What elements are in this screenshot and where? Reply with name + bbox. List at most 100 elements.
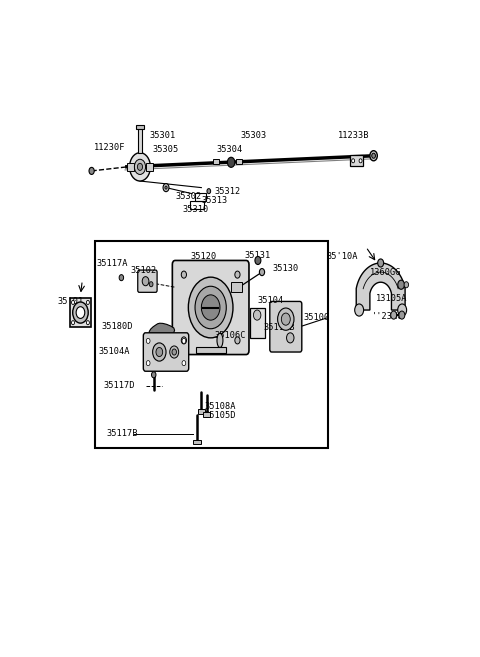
Circle shape	[170, 346, 179, 358]
Circle shape	[165, 186, 167, 189]
Circle shape	[277, 308, 294, 330]
Text: 35100: 35100	[304, 313, 330, 322]
Circle shape	[156, 348, 163, 357]
Bar	[190, 201, 204, 210]
Circle shape	[195, 286, 226, 328]
Circle shape	[228, 157, 235, 168]
Circle shape	[119, 275, 124, 281]
Circle shape	[188, 277, 233, 338]
Circle shape	[137, 164, 143, 170]
Circle shape	[72, 302, 88, 323]
Text: 35106C: 35106C	[215, 331, 246, 340]
Circle shape	[398, 280, 405, 289]
Circle shape	[235, 337, 240, 344]
Circle shape	[181, 271, 186, 278]
Text: 35131: 35131	[244, 252, 270, 260]
Circle shape	[372, 153, 375, 158]
Circle shape	[404, 282, 408, 288]
Circle shape	[235, 271, 240, 278]
Circle shape	[72, 300, 74, 304]
Bar	[193, 440, 201, 444]
Polygon shape	[149, 323, 175, 337]
Circle shape	[86, 300, 89, 304]
Bar	[203, 412, 210, 417]
Text: 35120: 35120	[190, 252, 216, 261]
Circle shape	[359, 159, 362, 163]
Bar	[196, 347, 226, 353]
Circle shape	[370, 150, 377, 161]
FancyBboxPatch shape	[172, 260, 249, 355]
Circle shape	[86, 321, 89, 325]
Bar	[96, 240, 328, 448]
Circle shape	[142, 277, 149, 286]
Circle shape	[134, 159, 145, 175]
Bar	[195, 193, 206, 201]
Text: 35130: 35130	[272, 263, 298, 273]
Text: 13105A: 13105A	[375, 294, 407, 303]
Text: 35110B: 35110B	[264, 323, 295, 332]
Circle shape	[202, 295, 220, 320]
Circle shape	[89, 168, 94, 175]
Bar	[136, 125, 144, 129]
Bar	[236, 159, 241, 164]
Circle shape	[76, 307, 85, 319]
Text: 35305: 35305	[153, 145, 179, 154]
Bar	[127, 163, 134, 171]
FancyBboxPatch shape	[138, 270, 157, 292]
Text: 35105D: 35105D	[204, 411, 236, 420]
Circle shape	[146, 361, 150, 366]
Polygon shape	[356, 263, 405, 310]
Text: 35313: 35313	[202, 196, 228, 205]
Circle shape	[153, 343, 166, 361]
Text: 35117A: 35117A	[96, 260, 128, 269]
Bar	[213, 159, 219, 164]
Bar	[250, 307, 264, 338]
Text: 1360GG: 1360GG	[370, 267, 401, 277]
Circle shape	[149, 282, 153, 286]
Text: ''23HG: ''23HG	[372, 312, 403, 321]
Circle shape	[287, 333, 294, 343]
Circle shape	[181, 337, 186, 344]
Bar	[350, 155, 363, 166]
Bar	[198, 409, 204, 414]
Ellipse shape	[217, 333, 223, 348]
Text: 11230F: 11230F	[94, 143, 125, 152]
Text: 35117D: 35117D	[104, 382, 135, 390]
Text: 11233B: 11233B	[338, 131, 370, 140]
Bar	[231, 283, 241, 292]
Circle shape	[259, 269, 264, 276]
Circle shape	[355, 304, 364, 316]
Text: 35302: 35302	[175, 192, 202, 200]
FancyBboxPatch shape	[144, 333, 189, 371]
Text: 35180D: 35180D	[102, 322, 133, 331]
Text: 35'01: 35'01	[57, 297, 84, 306]
Text: 35303: 35303	[240, 131, 266, 140]
Text: 35117B: 35117B	[107, 430, 138, 438]
Text: 35104: 35104	[257, 296, 283, 305]
Circle shape	[163, 183, 169, 192]
Bar	[70, 298, 91, 327]
Text: 35104A: 35104A	[98, 346, 130, 355]
Circle shape	[255, 256, 261, 265]
Circle shape	[146, 338, 150, 344]
Circle shape	[253, 310, 261, 320]
Circle shape	[130, 152, 150, 181]
Circle shape	[391, 311, 396, 319]
Text: 35304: 35304	[216, 145, 242, 154]
Circle shape	[182, 361, 186, 366]
Circle shape	[72, 321, 74, 325]
Circle shape	[352, 159, 355, 163]
Text: 35310: 35310	[183, 205, 209, 214]
Circle shape	[378, 259, 384, 267]
Bar	[145, 163, 153, 171]
FancyBboxPatch shape	[270, 302, 302, 352]
Text: 35108A: 35108A	[204, 401, 236, 411]
Text: 35301: 35301	[149, 131, 175, 140]
Circle shape	[152, 372, 156, 378]
Bar	[138, 128, 142, 152]
Circle shape	[207, 189, 211, 194]
Circle shape	[398, 304, 407, 316]
Circle shape	[172, 349, 177, 355]
Text: 35102: 35102	[131, 265, 157, 275]
Circle shape	[281, 313, 290, 325]
